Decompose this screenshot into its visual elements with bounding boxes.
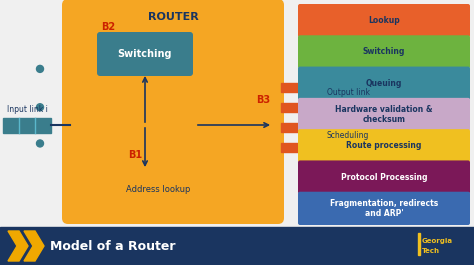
FancyBboxPatch shape xyxy=(298,192,470,225)
Bar xyxy=(0,227,474,265)
Polygon shape xyxy=(24,231,44,261)
Text: Scheduling: Scheduling xyxy=(327,131,369,140)
Text: Route processing: Route processing xyxy=(346,141,422,150)
FancyBboxPatch shape xyxy=(298,160,470,194)
Text: Switching: Switching xyxy=(118,49,172,59)
Text: Lookup: Lookup xyxy=(368,16,400,25)
Bar xyxy=(281,83,309,92)
Circle shape xyxy=(36,65,44,72)
Text: Address lookup: Address lookup xyxy=(126,186,190,195)
FancyBboxPatch shape xyxy=(298,98,470,131)
Text: Fragmentation, redirects
and ARP': Fragmentation, redirects and ARP' xyxy=(330,199,438,218)
Polygon shape xyxy=(8,231,28,261)
Bar xyxy=(281,143,309,152)
Text: B2: B2 xyxy=(101,22,115,32)
FancyBboxPatch shape xyxy=(62,0,284,224)
Text: Tech: Tech xyxy=(422,248,440,254)
Bar xyxy=(3,117,51,132)
Text: B3: B3 xyxy=(256,95,270,105)
Bar xyxy=(281,103,309,112)
Circle shape xyxy=(314,125,320,130)
FancyBboxPatch shape xyxy=(298,35,470,69)
Circle shape xyxy=(314,85,320,91)
Text: ROUTER: ROUTER xyxy=(147,12,199,22)
Circle shape xyxy=(314,104,320,111)
Text: B1: B1 xyxy=(128,150,142,160)
Text: Model of a Router: Model of a Router xyxy=(50,240,175,253)
Text: Switching: Switching xyxy=(363,47,405,56)
Text: Georgia: Georgia xyxy=(422,238,453,244)
Text: Output link: Output link xyxy=(327,88,370,97)
Text: Protocol Processing: Protocol Processing xyxy=(341,173,427,182)
Circle shape xyxy=(36,104,44,111)
Text: Queuing: Queuing xyxy=(366,79,402,88)
Circle shape xyxy=(36,140,44,147)
Circle shape xyxy=(314,144,320,151)
Bar xyxy=(281,123,309,132)
Text: Hardware validation &
checksum: Hardware validation & checksum xyxy=(335,105,433,124)
Bar xyxy=(418,233,420,255)
FancyBboxPatch shape xyxy=(298,67,470,100)
FancyBboxPatch shape xyxy=(298,4,470,37)
Text: Input link i: Input link i xyxy=(7,105,47,114)
FancyBboxPatch shape xyxy=(298,129,470,162)
FancyBboxPatch shape xyxy=(97,32,193,76)
